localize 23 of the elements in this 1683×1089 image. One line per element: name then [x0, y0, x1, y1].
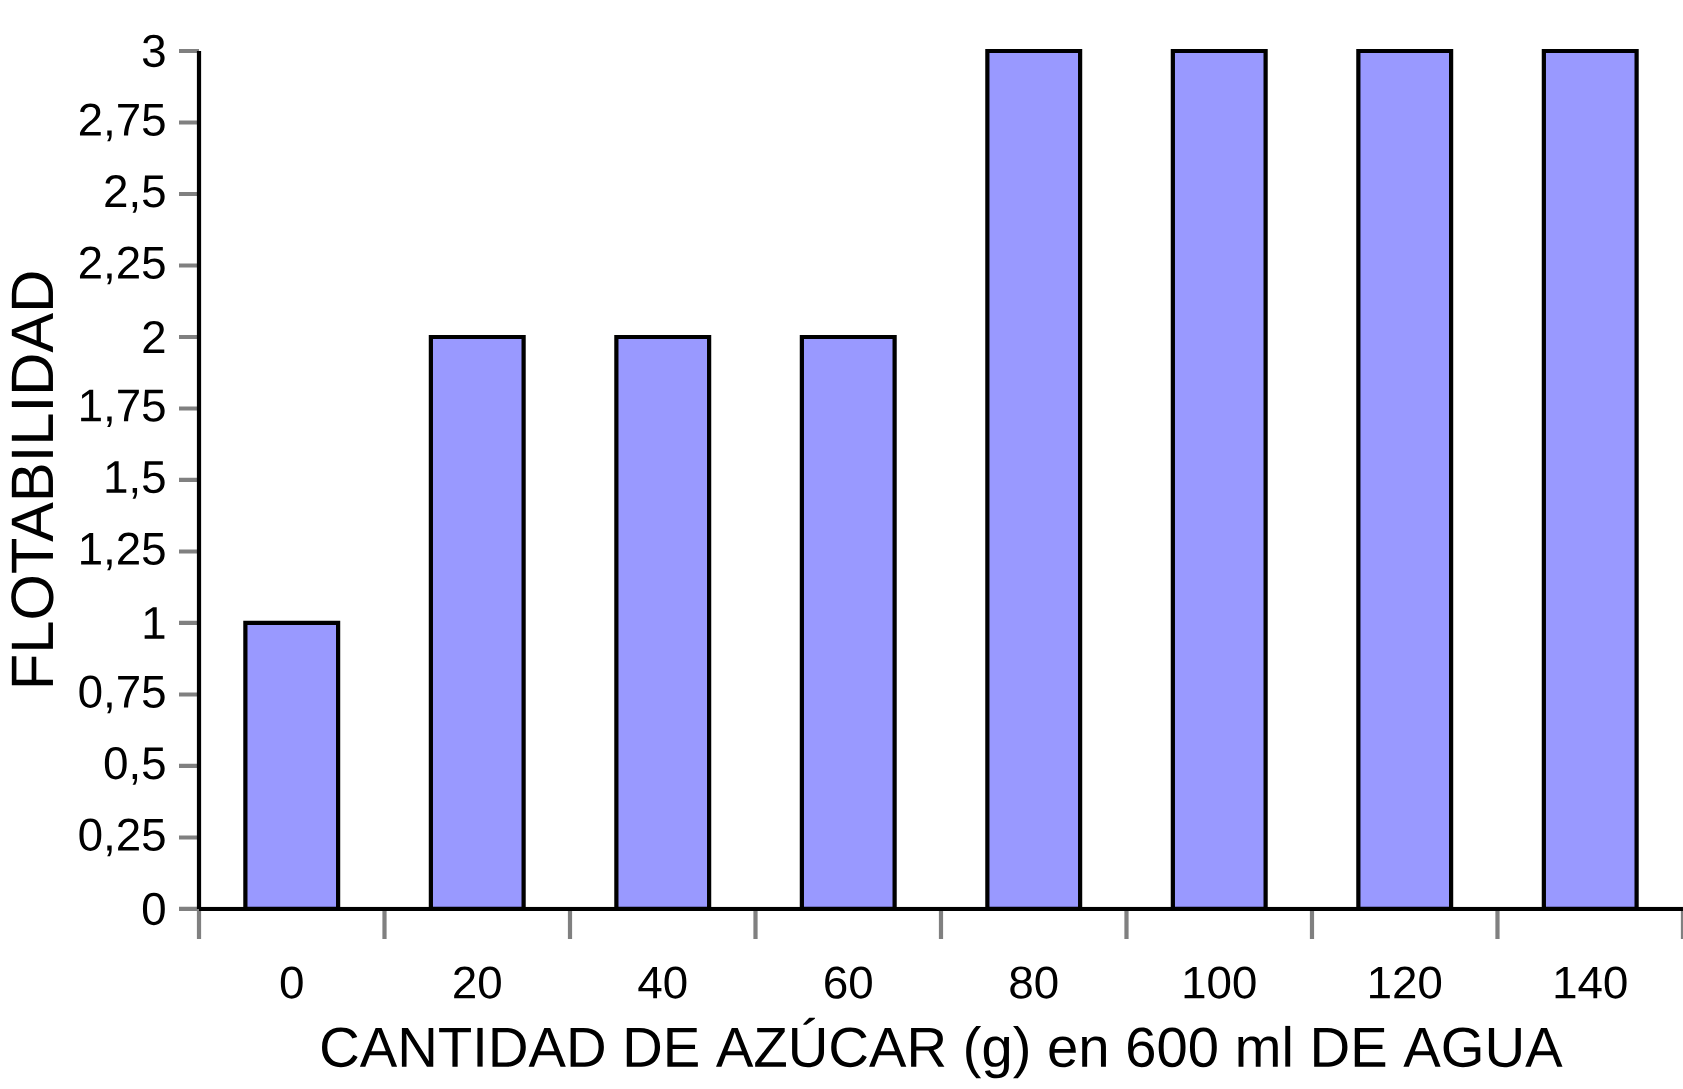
y-tick-label: 2 [143, 321, 165, 353]
y-tick-label: 1,25 [81, 532, 165, 571]
x-tick-label: 0 [280, 966, 303, 999]
y-tick-label: 2,25 [79, 246, 165, 285]
y-tick-label: 2,75 [79, 103, 165, 142]
y-tick-label: 2,5 [105, 175, 165, 213]
y-tick-label: 0,25 [79, 818, 165, 857]
y-tick-label: 1,5 [106, 461, 165, 499]
y-tick-label: 0,5 [104, 747, 165, 785]
x-tick-label: 20 [454, 966, 501, 999]
y-tick-label: 1,75 [81, 389, 165, 428]
x-axis-title: CANTIDAD DE AZÚCAR (g) en 600 ml DE AGUA [322, 1017, 1563, 1079]
x-tick-label: 40 [638, 966, 687, 999]
x-tick-label: 140 [1555, 966, 1627, 999]
x-tick-label: 120 [1370, 966, 1442, 999]
y-tick-label: 0,75 [79, 675, 165, 714]
x-tick-label: 60 [825, 966, 872, 999]
y-tick-label: 0 [142, 892, 165, 926]
y-tick-label: 3 [142, 34, 165, 68]
x-tick-label: 100 [1184, 966, 1256, 999]
y-tick-label: 1 [144, 607, 165, 639]
y-axis-title: FLOTABILIDAD [11, 272, 54, 686]
x-tick-label: 80 [1010, 966, 1058, 999]
